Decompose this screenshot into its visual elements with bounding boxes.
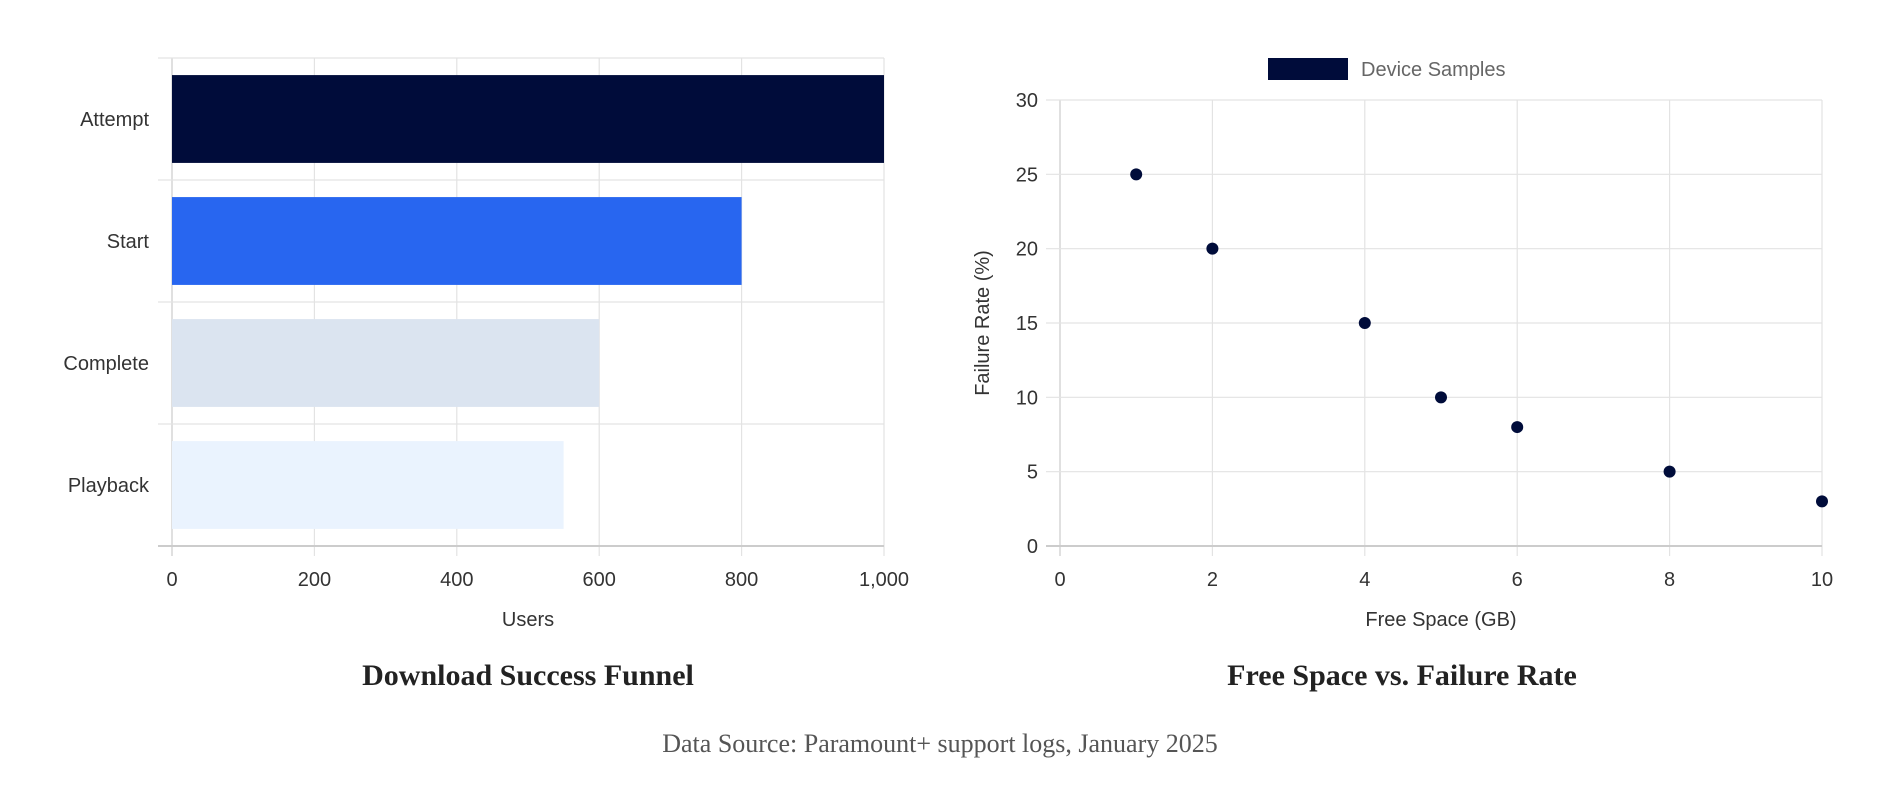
x-tick-label: 0: [166, 569, 177, 591]
x-tick-label: 200: [298, 569, 331, 591]
y-tick-label: 5: [1027, 462, 1038, 484]
y-tick-label: 10: [1016, 387, 1038, 409]
y-tick-label: 0: [1027, 536, 1038, 558]
y-category-label: Playback: [68, 475, 150, 497]
x-tick-label: 1,000: [859, 569, 909, 591]
x-tick-label: 6: [1512, 569, 1523, 591]
y-category-label: Complete: [63, 353, 149, 375]
x-tick-label: 600: [583, 569, 616, 591]
funnel-chart-title: Download Success Funnel: [362, 659, 694, 692]
bar-playback: [172, 441, 564, 529]
x-tick-label: 800: [725, 569, 758, 591]
scatter-chart: 0 2 4 6 8 10 0 5 10 15 20 25 30 Device Samples Free Sp…: [972, 58, 1833, 631]
funnel-bar-chart: 0 200 400 600 800 1,000 Attempt Start Complete Pl…: [63, 57, 909, 631]
data-point: [1435, 391, 1447, 404]
y-tick-label: 25: [1016, 164, 1038, 186]
y-tick-label: 20: [1016, 239, 1038, 261]
data-source-note: Data Source: Paramount+ support logs, Ja…: [662, 729, 1218, 758]
scatter-chart-title: Free Space vs. Failure Rate: [1227, 659, 1577, 692]
x-tick-label: 0: [1054, 569, 1065, 591]
y-tick-label: 30: [1016, 90, 1038, 112]
y-category-label: Start: [107, 231, 150, 253]
bar-complete: [172, 319, 600, 407]
legend-swatch: [1268, 58, 1348, 80]
bar-start: [172, 197, 742, 285]
data-point: [1816, 495, 1828, 508]
y-category-label: Attempt: [80, 109, 149, 131]
x-tick-label: 2: [1207, 569, 1218, 591]
y-axis-title: Failure Rate (%): [972, 250, 994, 396]
data-point: [1206, 242, 1219, 255]
legend-label: Device Samples: [1361, 59, 1506, 81]
x-axis-title: Free Space (GB): [1365, 609, 1516, 631]
x-tick-label: 10: [1811, 569, 1833, 591]
data-point: [1130, 168, 1143, 181]
data-point: [1511, 421, 1524, 434]
data-point: [1358, 317, 1371, 329]
bar-attempt: [172, 75, 884, 163]
x-axis-title: Users: [502, 609, 554, 631]
x-tick-label: 400: [440, 569, 473, 591]
x-tick-label: 8: [1664, 569, 1675, 591]
x-tick-label: 4: [1359, 569, 1370, 591]
y-tick-label: 15: [1016, 313, 1038, 335]
data-point: [1663, 465, 1676, 478]
